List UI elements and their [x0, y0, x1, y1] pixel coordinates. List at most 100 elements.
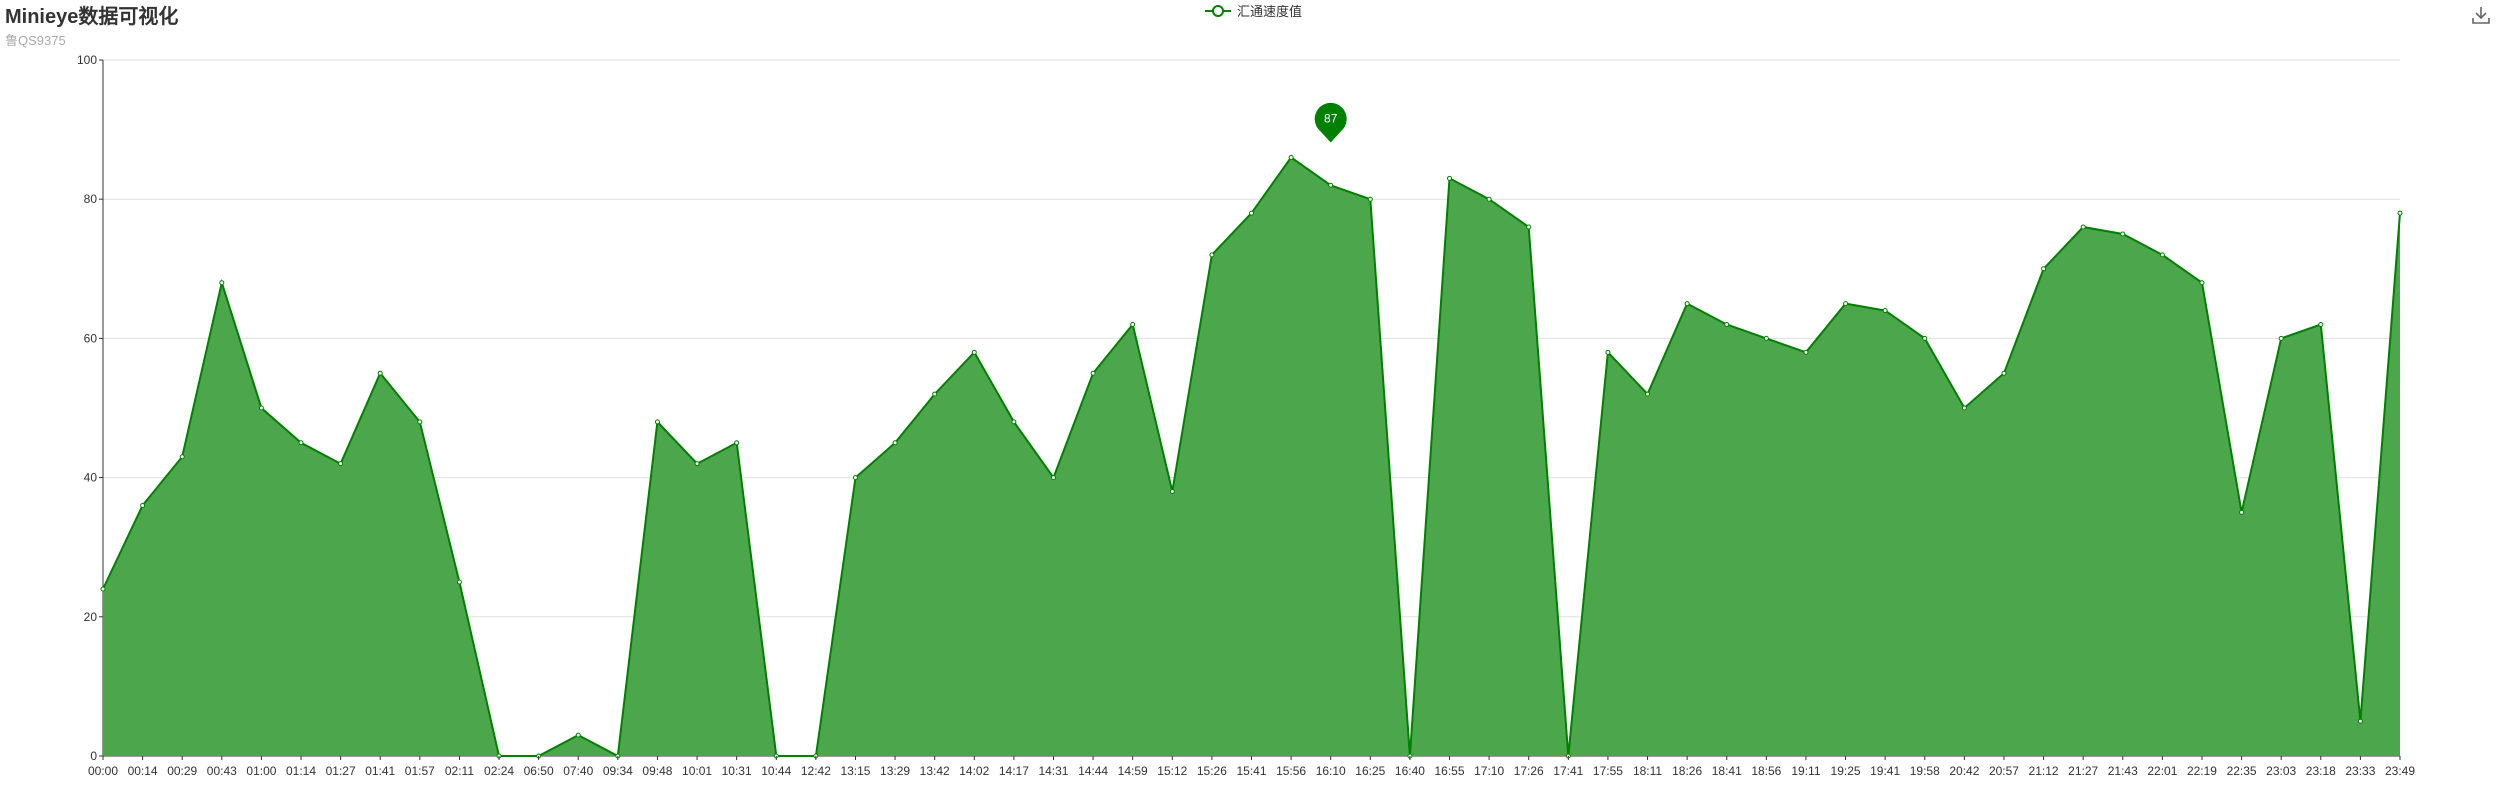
- x-tick-label: 02:11: [445, 764, 474, 778]
- series-area: [103, 157, 2400, 756]
- data-point: [575, 732, 581, 738]
- data-point: [1803, 349, 1809, 355]
- data-point: [338, 461, 344, 467]
- x-tick-label: 07:40: [563, 764, 593, 778]
- y-tick-label: 20: [84, 610, 98, 624]
- data-point: [654, 419, 660, 425]
- x-tick-label: 16:10: [1316, 764, 1346, 778]
- data-point: [1090, 370, 1096, 376]
- y-tick-label: 60: [84, 331, 98, 345]
- y-tick-label: 0: [90, 749, 97, 763]
- data-point: [2080, 224, 2086, 230]
- x-tick-label: 19:11: [1791, 764, 1820, 778]
- x-tick-label: 20:57: [1989, 764, 2019, 778]
- x-tick-label: 14:59: [1118, 764, 1148, 778]
- markpoint-label: 87: [1324, 111, 1338, 125]
- x-tick-label: 10:44: [761, 764, 791, 778]
- x-tick-label: 15:12: [1157, 764, 1187, 778]
- x-tick-label: 09:34: [603, 764, 633, 778]
- data-point: [1249, 210, 1254, 216]
- x-tick-label: 23:49: [2385, 764, 2415, 778]
- data-point: [1050, 475, 1056, 481]
- x-tick-label: 16:40: [1395, 764, 1425, 778]
- x-tick-label: 14:31: [1038, 764, 1068, 778]
- data-point: [456, 579, 462, 585]
- data-point: [1645, 391, 1651, 397]
- x-tick-label: 20:42: [1949, 764, 1979, 778]
- data-point: [219, 280, 225, 286]
- x-tick-label: 18:56: [1751, 764, 1781, 778]
- x-tick-label: 18:26: [1672, 764, 1702, 778]
- data-point: [179, 454, 185, 460]
- x-tick-label: 01:00: [246, 764, 276, 778]
- data-point: [1763, 335, 1769, 341]
- chart-title: Minieye数据可视化: [5, 6, 179, 28]
- x-tick-label: 21:43: [2108, 764, 2138, 778]
- data-point: [2041, 266, 2047, 272]
- data-point: [2278, 335, 2284, 341]
- x-tick-label: 15:41: [1236, 764, 1266, 778]
- x-tick-label: 16:25: [1355, 764, 1385, 778]
- x-tick-label: 10:31: [722, 764, 752, 778]
- data-point: [971, 349, 977, 355]
- legend-item-speed[interactable]: 汇通速度值: [1205, 1, 1302, 20]
- chart-subtitle: 鲁QS9375: [5, 33, 66, 48]
- x-tick-label: 17:10: [1474, 764, 1504, 778]
- markpoint-pin: [1314, 102, 1347, 143]
- data-point: [932, 391, 938, 397]
- data-point: [852, 475, 858, 481]
- data-point: [100, 586, 106, 592]
- data-point: [694, 461, 700, 467]
- x-tick-label: 22:35: [2227, 764, 2257, 778]
- y-tick-label: 40: [84, 471, 98, 485]
- data-point: [1684, 301, 1690, 307]
- x-tick-label: 14:44: [1078, 764, 1108, 778]
- data-point: [2239, 509, 2245, 515]
- data-point: [1288, 154, 1294, 160]
- data-point: [892, 440, 898, 446]
- data-point: [1130, 321, 1136, 327]
- x-tick-label: 22:19: [2187, 764, 2217, 778]
- x-tick-label: 21:27: [2068, 764, 2098, 778]
- legend-line-circle-icon: [1205, 4, 1231, 17]
- x-tick-label: 23:18: [2306, 764, 2336, 778]
- data-point: [1447, 175, 1453, 181]
- data-point: [2120, 231, 2126, 237]
- data-point: [1843, 301, 1849, 307]
- x-tick-label: 15:56: [1276, 764, 1306, 778]
- data-point: [734, 440, 740, 446]
- x-tick-label: 09:48: [642, 764, 672, 778]
- x-tick-label: 22:01: [2147, 764, 2177, 778]
- x-tick-label: 12:42: [801, 764, 831, 778]
- download-icon[interactable]: [2470, 4, 2492, 26]
- data-point: [1882, 308, 1888, 314]
- data-point: [1209, 252, 1215, 258]
- x-tick-label: 23:03: [2266, 764, 2296, 778]
- x-tick-label: 01:27: [326, 764, 356, 778]
- x-tick-label: 17:41: [1553, 764, 1583, 778]
- x-tick-label: 13:29: [880, 764, 910, 778]
- x-tick-label: 17:55: [1593, 764, 1623, 778]
- x-tick-label: 02:24: [484, 764, 514, 778]
- data-point: [1605, 349, 1611, 355]
- y-tick-label: 100: [77, 53, 97, 67]
- x-tick-label: 17:26: [1514, 764, 1544, 778]
- x-tick-label: 06:50: [524, 764, 554, 778]
- data-point: [2199, 280, 2205, 286]
- x-tick-label: 13:15: [840, 764, 870, 778]
- x-tick-label: 10:01: [682, 764, 712, 778]
- x-tick-label: 18:11: [1633, 764, 1662, 778]
- x-tick-label: 21:12: [2029, 764, 2059, 778]
- data-point: [1486, 196, 1492, 202]
- data-point: [1169, 489, 1175, 495]
- x-tick-label: 01:14: [286, 764, 316, 778]
- data-point: [140, 502, 146, 508]
- y-tick-label: 80: [84, 192, 98, 206]
- data-point: [2318, 321, 2324, 327]
- data-point: [1328, 182, 1334, 188]
- x-tick-label: 18:41: [1712, 764, 1742, 778]
- x-tick-label: 19:25: [1831, 764, 1861, 778]
- data-point: [1961, 405, 1967, 411]
- x-tick-label: 19:58: [1910, 764, 1940, 778]
